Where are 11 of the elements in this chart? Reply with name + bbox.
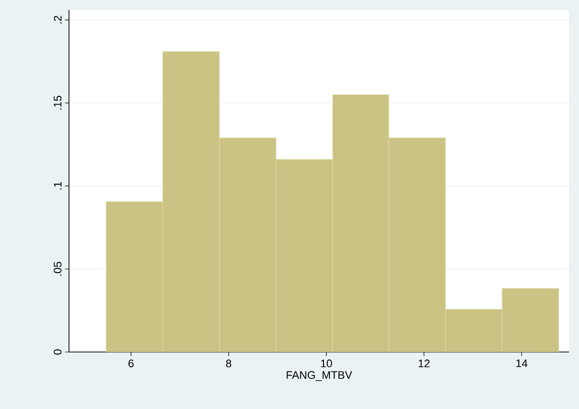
x-tick-label: 6: [128, 360, 134, 368]
y-tick-label: 0: [54, 349, 62, 355]
x-tick-label: 8: [226, 360, 232, 368]
x-tick-label: 10: [321, 360, 332, 368]
x-tick-label: 12: [418, 360, 430, 368]
y-tick-label: .15: [54, 96, 62, 110]
y-tick-label: .05: [54, 262, 62, 276]
y-tick-label: .1: [54, 182, 62, 190]
x-axis-title: FANG_MTBV: [286, 371, 352, 381]
x-tick-label: 14: [516, 360, 528, 368]
y-tick-label: .2: [54, 16, 62, 24]
